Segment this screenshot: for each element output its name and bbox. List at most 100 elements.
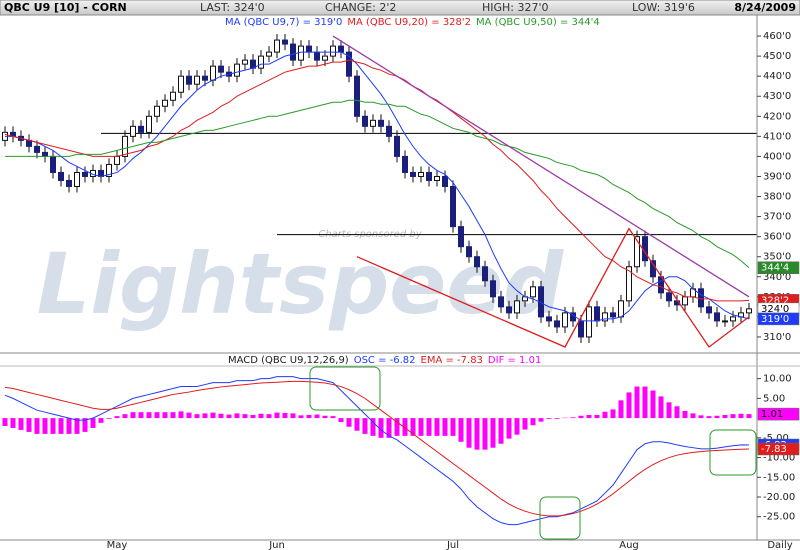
candle-body (514, 300, 520, 314)
histogram-bar (34, 418, 40, 434)
date: 8/24/2009 (734, 1, 796, 14)
histogram-bar (570, 417, 576, 419)
candle-body (466, 246, 472, 258)
legend-entry: DIF = 1.01 (488, 355, 541, 366)
histogram-bar (626, 392, 632, 419)
histogram-bar (346, 418, 352, 427)
histogram-bar (642, 386, 648, 419)
ma-line (5, 99, 750, 269)
candle-body (34, 145, 40, 153)
y-tick-label: 10.00 (763, 374, 792, 385)
highlight-box (539, 496, 581, 540)
histogram-bar (354, 418, 360, 431)
candle-body (106, 163, 112, 177)
candle-body (186, 75, 192, 85)
histogram-bar (730, 414, 736, 419)
histogram-bar (690, 413, 696, 419)
histogram-bar (514, 418, 520, 435)
highlight-box (309, 366, 381, 411)
value-tag-label: 324'0 (761, 304, 789, 315)
histogram-bar (722, 414, 728, 419)
histogram-bar (658, 396, 664, 419)
y-tick-label: 5.00 (763, 393, 785, 404)
x-tick-label: May (107, 540, 128, 550)
candle-body (530, 286, 536, 298)
candle-body (282, 39, 288, 45)
y-tick-label: 450'0 (763, 51, 791, 62)
ma-line (5, 51, 750, 322)
histogram-bar (122, 414, 128, 419)
candle-body (474, 256, 480, 268)
histogram-bar (634, 386, 640, 419)
header-bar (0, 0, 800, 16)
candle-body (146, 115, 152, 133)
change: CHANGE: 2'2 (325, 1, 396, 14)
candle-body (74, 171, 80, 188)
ma-line (4, 59, 750, 302)
histogram-bar (314, 414, 320, 419)
y-tick-label: 420'0 (763, 111, 791, 122)
y-tick-label: -10.00 (763, 453, 795, 464)
candle-body (482, 266, 488, 282)
candle-body (490, 280, 496, 298)
candle-body (498, 296, 504, 308)
candle-body (458, 226, 464, 248)
histogram-bar (10, 418, 16, 428)
candle-body (370, 119, 376, 127)
candle-body (306, 45, 312, 53)
candle-body (178, 75, 184, 93)
histogram-bar (594, 414, 600, 419)
macd-line (4, 380, 750, 517)
histogram-bar (266, 414, 272, 419)
histogram-bar (306, 414, 312, 419)
y-tick-label: 390'0 (763, 171, 791, 182)
histogram-bar (666, 402, 672, 419)
histogram-bar (154, 412, 160, 419)
histogram-bar (650, 390, 656, 419)
histogram-bar (418, 418, 424, 436)
y-tick-label: 350'0 (763, 252, 791, 263)
histogram-bar (250, 414, 256, 419)
trend-line (356, 227, 750, 348)
candle-body (450, 186, 456, 228)
candle-body (290, 43, 296, 61)
histogram-bar (378, 418, 384, 438)
candle-body (50, 155, 56, 173)
highlight-box (709, 429, 757, 476)
y-tick-label: 440'0 (763, 71, 791, 82)
candle-body (202, 75, 208, 81)
candle-body (298, 45, 304, 61)
candle-body (698, 288, 704, 308)
histogram-bar (114, 416, 120, 419)
histogram-bar (442, 418, 448, 436)
candle-body (418, 171, 424, 177)
histogram-bar (522, 418, 528, 430)
histogram-bar (194, 414, 200, 419)
histogram-bar (146, 412, 152, 419)
histogram-bar (2, 418, 8, 426)
histogram-bar (90, 418, 96, 428)
candle-body (242, 59, 248, 65)
candle-body (730, 316, 736, 322)
histogram-bar (554, 418, 560, 419)
histogram-bar (538, 418, 544, 422)
y-tick-label: -5.00 (763, 433, 789, 444)
macd-line (4, 376, 750, 526)
histogram-bar (162, 412, 168, 419)
candle-body (682, 296, 688, 306)
histogram-bar (458, 418, 464, 442)
histogram-bar (26, 418, 32, 432)
histogram-bar (18, 418, 24, 430)
candle-body (586, 306, 592, 338)
trend-line (332, 35, 750, 298)
candle-body (594, 306, 600, 322)
candle-body (426, 171, 432, 181)
candle-body (354, 75, 360, 117)
candle-body (154, 105, 160, 117)
candle-body (330, 45, 336, 57)
histogram-bar (682, 411, 688, 419)
y-tick-label: 310'0 (763, 332, 791, 343)
histogram-bar (66, 418, 72, 434)
